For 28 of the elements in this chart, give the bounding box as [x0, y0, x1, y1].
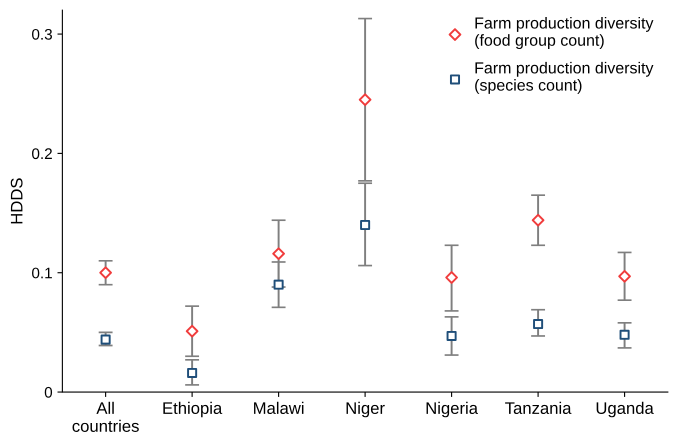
point [186, 324, 198, 338]
y-axis-title: HDDS [10, 178, 23, 224]
point [272, 247, 285, 260]
x-tick-label: Niger [346, 402, 385, 418]
point [445, 271, 458, 284]
point [358, 93, 372, 106]
x-tick-label: Uganda [596, 402, 654, 418]
point [274, 280, 284, 290]
y-tick-label: 0.3 [32, 28, 52, 40]
y-tick-label: 0 [44, 386, 52, 398]
x-tick-label: All countries [72, 402, 139, 432]
y-tick-label: 0.2 [32, 148, 52, 160]
x-tick-label: Tanzania [505, 402, 572, 414]
legend-label: Farm production diversity (species count) [475, 62, 654, 94]
point [99, 266, 112, 280]
point [187, 368, 198, 378]
x-tick-label: Malawi [254, 402, 304, 414]
point [618, 270, 631, 283]
x-tick-label: Ethiopia [163, 402, 222, 418]
legend-label: Farm production diversity (food group count) [475, 16, 654, 50]
y-tick-label: 0.1 [32, 268, 52, 278]
point [533, 319, 544, 330]
point [532, 214, 544, 227]
point [100, 334, 111, 345]
point [620, 330, 630, 340]
x-tick-label: Nigeria [426, 402, 478, 418]
point [446, 330, 457, 341]
point [360, 220, 370, 230]
